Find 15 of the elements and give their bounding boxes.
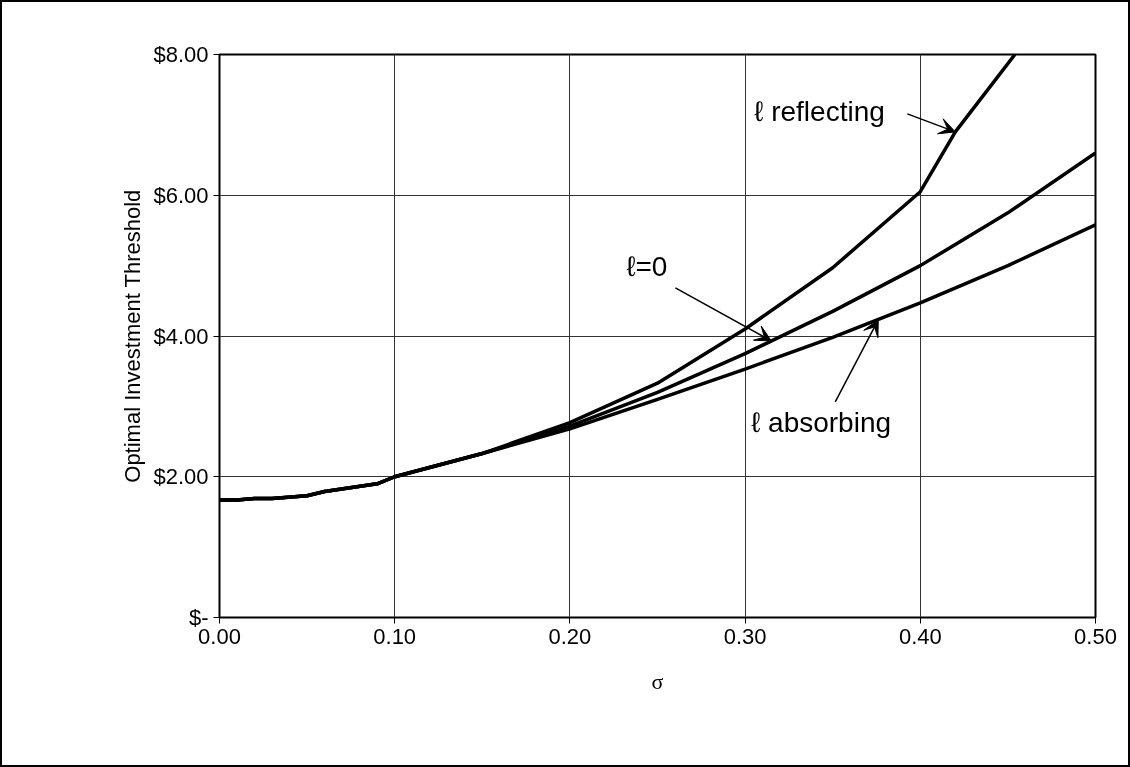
x-tick-label: 0.40 <box>898 623 942 649</box>
x-tick-label: 0.50 <box>1074 623 1117 649</box>
y-axis-title: Optimal Investment Threshold <box>120 189 146 483</box>
x-tick-label: 0.10 <box>373 623 417 649</box>
y-tick-label: $4.00 <box>153 323 209 349</box>
y-tick-label: $8.00 <box>153 42 209 67</box>
y-tick-label: $2.00 <box>153 464 209 490</box>
x-tick-label: 0.20 <box>548 623 592 649</box>
annotation: ℓ absorbing <box>751 407 892 439</box>
annotation: ℓ reflecting <box>754 96 885 128</box>
annotation: ℓ=0 <box>626 251 668 283</box>
x-tick-label: 0.30 <box>723 623 767 649</box>
x-axis-title: σ <box>651 668 664 694</box>
y-tick-label: $- <box>188 605 209 630</box>
y-tick-label: $6.00 <box>153 182 209 208</box>
